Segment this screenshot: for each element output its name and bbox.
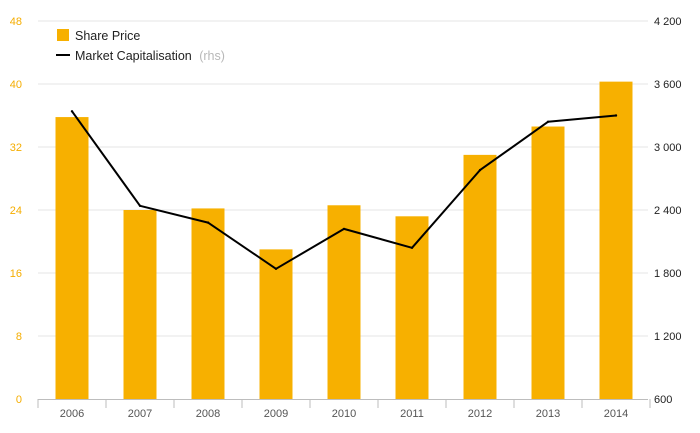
point-market-cap-2007	[138, 204, 142, 207]
svg-text:Market Capitalisation: Market Capitalisation (rhs)	[75, 49, 225, 63]
legend: Share Price Market Capitalisation (rhs)	[56, 29, 225, 63]
legend-label-share-price: Share Price	[75, 29, 140, 43]
y-right-tick-label: 3 000	[654, 142, 682, 154]
bar-share-price-2009	[259, 249, 293, 399]
y-left-tick-label: 16	[10, 268, 22, 280]
bar-share-price-2006	[55, 117, 89, 399]
point-market-cap-2011	[410, 246, 414, 249]
y-left-tick-label: 40	[10, 79, 22, 91]
point-market-cap-2006	[70, 110, 74, 113]
point-market-cap-2008	[206, 221, 210, 224]
y-right-tick-label: 3 600	[654, 79, 682, 91]
y-left-tick-label: 0	[16, 394, 22, 406]
bar-share-price-2014	[599, 81, 633, 399]
bar-share-price-2008	[191, 208, 225, 399]
y-right-tick-label: 600	[654, 394, 672, 406]
point-market-cap-2009	[274, 267, 278, 270]
y-right-tick-label: 1 800	[654, 268, 682, 280]
point-market-cap-2014	[614, 114, 618, 117]
bar-share-price-2007	[123, 210, 157, 399]
x-axis	[37, 399, 651, 408]
bar-series-share-price	[55, 81, 633, 400]
point-market-cap-2010	[342, 227, 346, 231]
y-left-tick-label: 24	[10, 205, 22, 217]
tick-labels: 0 8 16 24 32 40 48 600 1 200 1 800 2 400 3 000 3 600…	[10, 16, 682, 420]
bar-share-price-2013	[531, 126, 565, 400]
x-tick-label: 2014	[604, 408, 628, 420]
point-market-cap-2013	[546, 120, 550, 124]
y-left-tick-label: 32	[10, 142, 22, 154]
x-tick-label: 2011	[400, 408, 424, 420]
point-market-cap-2012	[478, 168, 482, 172]
legend-label-market-cap: Market Capitalisation	[75, 49, 192, 63]
legend-note-rhs: (rhs)	[199, 49, 225, 63]
line-series-market-cap	[70, 110, 618, 270]
x-tick-label: 2009	[264, 408, 288, 420]
bar-share-price-2012	[463, 154, 497, 399]
y-right-tick-label: 4 200	[654, 16, 682, 28]
x-tick-label: 2013	[536, 408, 560, 420]
x-tick-label: 2012	[468, 408, 492, 420]
y-right-tick-label: 1 200	[654, 331, 682, 343]
y-left-tick-label: 8	[16, 331, 22, 343]
x-tick-label: 2010	[332, 408, 356, 420]
y-left-tick-label: 48	[10, 16, 22, 28]
legend-swatch-share-price	[57, 29, 69, 41]
bar-share-price-2010	[327, 205, 361, 399]
x-tick-label: 2006	[60, 408, 84, 420]
x-tick-label: 2008	[196, 408, 220, 420]
y-right-tick-label: 2 400	[654, 205, 682, 217]
x-tick-label: 2007	[128, 408, 152, 420]
